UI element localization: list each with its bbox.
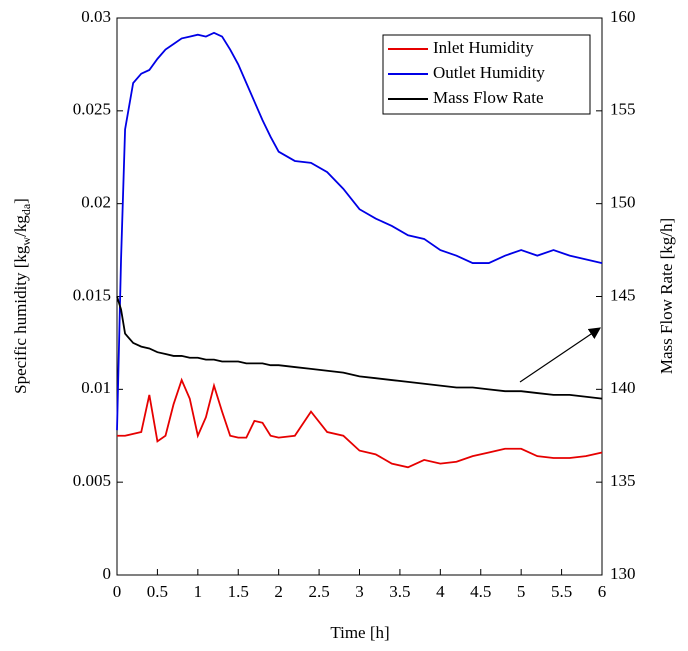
x-tick-label: 6 [598,582,607,601]
y-tick-label: 0.025 [73,100,111,119]
y2-tick-label: 155 [610,100,636,119]
y-label-sub: da [19,203,33,215]
x-tick-label: 4 [436,582,445,601]
y2-tick-label: 130 [610,564,636,583]
y-tick-label: 0.005 [73,471,111,490]
y2-tick-label: 140 [610,378,636,397]
x-tick-label: 4.5 [470,582,491,601]
series-line [117,377,603,469]
y-label-part: ] [11,198,30,204]
x-tick-label: 5.5 [551,582,572,601]
x-tick-label: 1 [194,582,203,601]
legend-label: Mass Flow Rate [433,88,544,107]
series-line [116,31,603,431]
y2-tick-label: 160 [610,7,636,26]
y-label-part: /kg [11,215,30,237]
y2-tick-label: 150 [610,193,636,212]
legend-label: Inlet Humidity [433,38,534,57]
x-tick-label: 1.5 [228,582,249,601]
y-tick-label: 0.015 [73,285,111,304]
x-tick-label: 0 [113,582,122,601]
x-tick-label: 0.5 [147,582,168,601]
x-tick-label: 2.5 [308,582,329,601]
y-label-sub: w [19,237,33,246]
y-axis-label: Specific humidity [kgw/kgda] [11,198,33,394]
y-tick-label: 0 [103,564,112,583]
y-tick-label: 0.01 [81,378,111,397]
annotation-arrow [519,327,601,383]
y2-axis-label: Mass Flow Rate [kg/h] [657,218,676,374]
series-line [116,296,603,400]
y2-tick-label: 135 [610,471,636,490]
y-label-part: Specific humidity [kg [11,245,30,394]
y2-tick-label: 145 [610,285,636,304]
x-axis-label: Time [h] [330,623,389,642]
legend-label: Outlet Humidity [433,63,545,82]
y-tick-label: 0.02 [81,193,111,212]
x-tick-label: 2 [274,582,283,601]
x-tick-label: 5 [517,582,526,601]
y-tick-label: 0.03 [81,7,111,26]
x-tick-label: 3.5 [389,582,410,601]
x-tick-label: 3 [355,582,364,601]
